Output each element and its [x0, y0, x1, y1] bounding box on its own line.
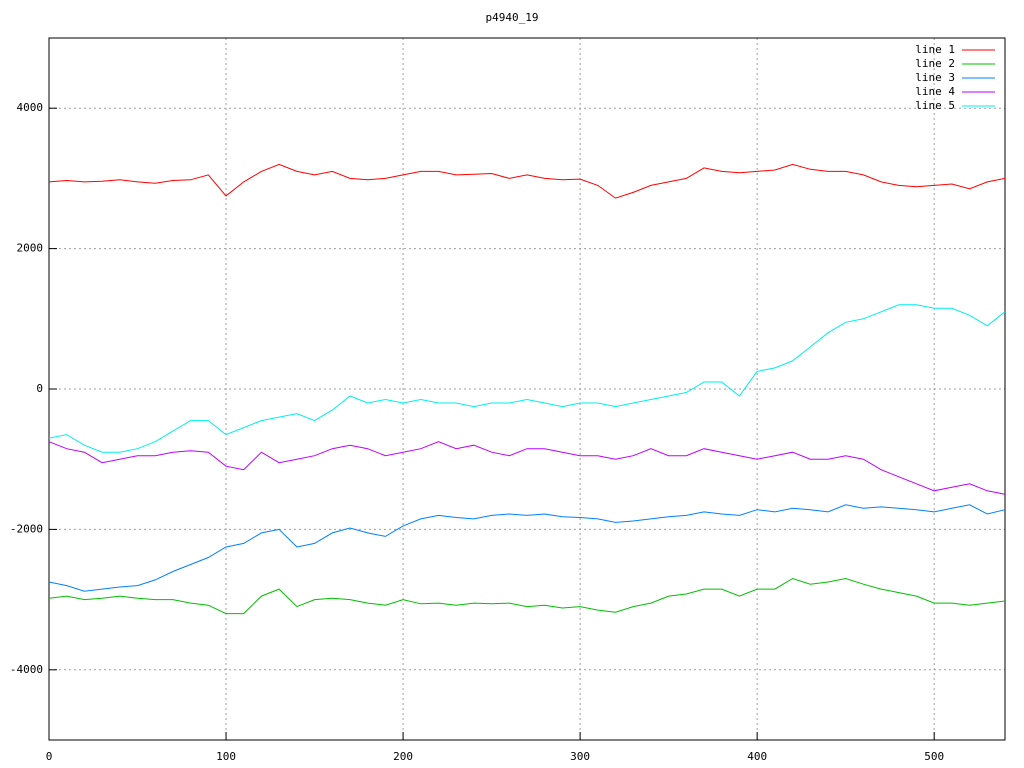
x-tick-label: 200 — [393, 750, 413, 763]
x-tick-label: 300 — [570, 750, 590, 763]
y-tick-label: 2000 — [17, 242, 44, 255]
x-tick-label: 500 — [924, 750, 944, 763]
legend-label: line 4 — [915, 85, 955, 98]
legend-label: line 5 — [915, 99, 955, 112]
x-tick-label: 400 — [747, 750, 767, 763]
y-tick-label: 4000 — [17, 101, 44, 114]
series-line — [48, 577, 1006, 615]
series-line — [48, 163, 1006, 199]
legend-label: line 2 — [915, 57, 955, 70]
legend-label: line 3 — [915, 71, 955, 84]
chart-title: p4940_19 — [486, 11, 539, 24]
y-tick-label: -2000 — [10, 522, 43, 535]
legend-label: line 1 — [915, 43, 955, 56]
series-line — [48, 441, 1006, 495]
plot-border — [48, 37, 1006, 741]
series-line — [48, 504, 1006, 592]
x-tick-label: 0 — [46, 750, 53, 763]
y-tick-label: 0 — [36, 382, 43, 395]
y-tick-label: -4000 — [10, 663, 43, 676]
x-tick-label: 100 — [216, 750, 236, 763]
series-line — [48, 304, 1006, 453]
